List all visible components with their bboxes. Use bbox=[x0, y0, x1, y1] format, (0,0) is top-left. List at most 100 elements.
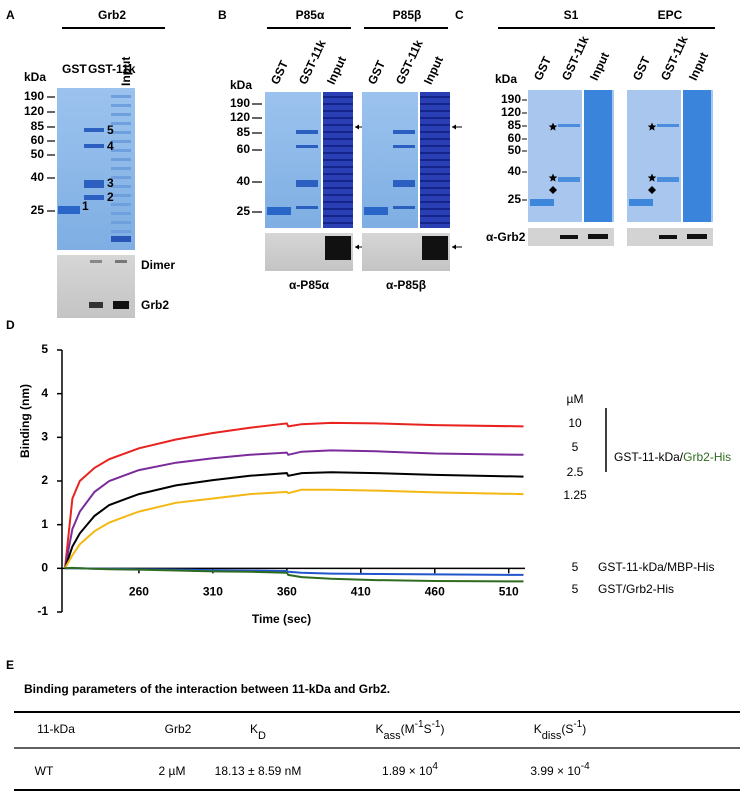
series-line bbox=[64, 471, 524, 569]
group-title: EPC bbox=[658, 8, 683, 22]
mw-marker: 25 bbox=[31, 203, 45, 217]
band bbox=[58, 206, 80, 214]
input-lane bbox=[584, 90, 612, 222]
table-cell: 18.13 ± 8.59 nM bbox=[215, 764, 302, 778]
band bbox=[420, 117, 450, 119]
table-cell: 3.99 × 10-4 bbox=[530, 761, 590, 778]
lane-label: GST bbox=[268, 58, 291, 87]
band bbox=[560, 235, 578, 239]
mw-unit: kDa bbox=[230, 78, 252, 92]
band bbox=[393, 180, 415, 187]
mw-marker: 190 bbox=[24, 89, 44, 103]
table-cell: 1.89 × 104 bbox=[382, 761, 438, 778]
band bbox=[84, 128, 104, 132]
band bbox=[323, 180, 353, 182]
mw-marker: 50 bbox=[508, 143, 522, 157]
band bbox=[323, 145, 353, 147]
arrow-head bbox=[452, 124, 456, 130]
band bbox=[323, 208, 353, 210]
input-lane bbox=[683, 90, 711, 222]
table-header-part: -1 bbox=[415, 719, 424, 730]
band bbox=[325, 236, 351, 260]
band bbox=[111, 167, 131, 170]
band bbox=[659, 235, 677, 239]
band bbox=[420, 110, 450, 112]
mw-marker: 120 bbox=[230, 110, 250, 124]
mw-marker: 25 bbox=[508, 192, 522, 206]
mw-marker: 60 bbox=[237, 142, 251, 156]
band bbox=[111, 221, 131, 224]
band bbox=[420, 152, 450, 154]
band bbox=[111, 95, 131, 98]
band bbox=[420, 187, 450, 189]
band bbox=[323, 215, 353, 217]
group-title: P85β bbox=[393, 8, 422, 22]
table-cell-part: -4 bbox=[581, 761, 590, 772]
mw-marker: 120 bbox=[24, 104, 44, 118]
star-marker bbox=[548, 122, 558, 131]
band bbox=[558, 124, 580, 127]
band bbox=[687, 234, 707, 239]
table-header-part: S bbox=[424, 722, 432, 736]
lane-label: Input bbox=[421, 54, 446, 86]
lane-separator bbox=[582, 90, 584, 222]
band bbox=[420, 159, 450, 161]
band bbox=[420, 215, 450, 217]
legend-group-part: GST-11-kDa/ bbox=[614, 450, 684, 464]
band bbox=[588, 234, 608, 239]
band bbox=[111, 113, 131, 116]
band bbox=[115, 260, 127, 263]
group-title: P85α bbox=[296, 8, 325, 22]
panel-letter: A bbox=[6, 8, 15, 22]
band-label: 5 bbox=[107, 123, 114, 137]
x-tick-label: 310 bbox=[203, 585, 223, 599]
panel-letter: C bbox=[455, 8, 464, 22]
lane-label: Input bbox=[119, 57, 133, 86]
band bbox=[111, 212, 131, 215]
band bbox=[420, 131, 450, 133]
table-header-part: ass bbox=[384, 730, 402, 742]
blot-label: Grb2 bbox=[141, 298, 169, 312]
y-axis-label: Binding (nm) bbox=[18, 384, 32, 458]
table-cell-part: 1.89 × 10 bbox=[382, 764, 433, 778]
band bbox=[89, 302, 103, 308]
band-label: 3 bbox=[107, 176, 114, 190]
panel-letter: D bbox=[6, 318, 15, 332]
legend-label: 5 bbox=[572, 440, 579, 454]
lane-label: GST-11k bbox=[88, 62, 136, 76]
band-label: 1 bbox=[82, 199, 89, 213]
blot-label: α-P85α bbox=[289, 278, 330, 292]
table-cell: WT bbox=[35, 764, 54, 778]
band bbox=[420, 103, 450, 105]
mw-unit: kDa bbox=[24, 70, 46, 84]
panel-title: Grb2 bbox=[98, 8, 126, 22]
band-label: 2 bbox=[107, 190, 114, 204]
band bbox=[422, 236, 448, 260]
band bbox=[530, 199, 554, 206]
band bbox=[323, 166, 353, 168]
lane-label: GST bbox=[365, 58, 388, 87]
band bbox=[558, 177, 580, 182]
band bbox=[420, 124, 450, 126]
table-header-part: K bbox=[250, 722, 258, 736]
mw-marker: 60 bbox=[31, 133, 45, 147]
band bbox=[111, 194, 131, 197]
band bbox=[420, 208, 450, 210]
band bbox=[393, 145, 415, 148]
lane-label: GST bbox=[630, 54, 653, 83]
legend-name: GST-11-kDa/MBP-His bbox=[598, 560, 714, 574]
series-line bbox=[64, 449, 524, 569]
legend-label: 1.25 bbox=[563, 488, 587, 502]
band bbox=[323, 187, 353, 189]
band bbox=[420, 166, 450, 168]
table-header-part: Grb2 bbox=[165, 722, 192, 736]
group-title: S1 bbox=[564, 8, 579, 22]
mw-marker: 50 bbox=[31, 147, 45, 161]
table-header-part: -1 bbox=[573, 719, 582, 730]
band bbox=[323, 103, 353, 105]
y-tick-label: 3 bbox=[41, 430, 48, 444]
mw-marker: 40 bbox=[237, 174, 251, 188]
band bbox=[323, 124, 353, 126]
table-title: Binding parameters of the interaction be… bbox=[24, 682, 390, 696]
y-tick-label: 4 bbox=[41, 386, 48, 400]
